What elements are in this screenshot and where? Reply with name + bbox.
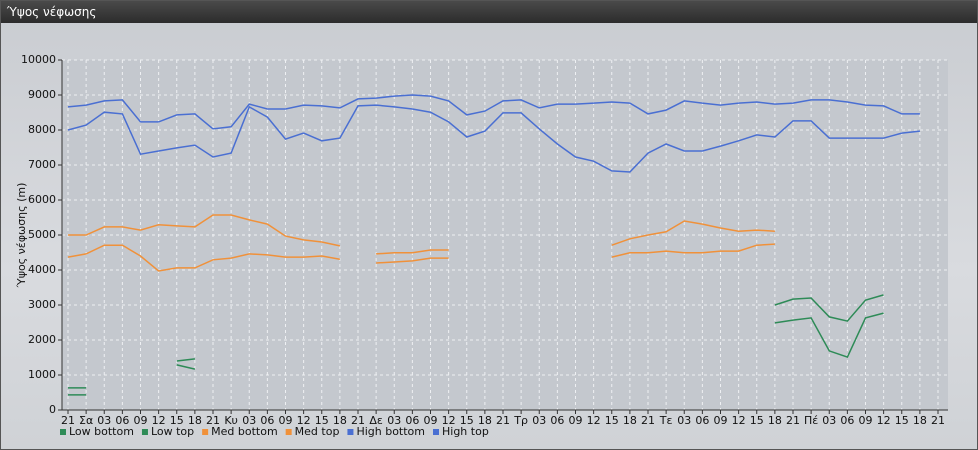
x-tick-label: 03 (822, 414, 836, 427)
x-tick-label: 06 (840, 414, 854, 427)
x-tick-label: 12 (587, 414, 601, 427)
legend-label: Low top (151, 425, 194, 438)
x-tick-label: 03 (97, 414, 111, 427)
y-tick-label: 5000 (28, 228, 56, 241)
x-tick-label: 06 (260, 414, 274, 427)
legend-label: High top (442, 425, 489, 438)
y-tick-label: 1000 (28, 368, 56, 381)
x-tick-label: 03 (532, 414, 546, 427)
x-tick-label: 15 (170, 414, 184, 427)
legend-label: Med top (295, 425, 340, 438)
x-tick-label: 12 (442, 414, 456, 427)
x-tick-label: Σα (79, 414, 93, 427)
y-tick-label: 2000 (28, 333, 56, 346)
x-tick-label: 18 (188, 414, 202, 427)
x-tick-label: Δε (369, 414, 383, 427)
legend-swatch (285, 429, 292, 435)
y-tick-label: 9000 (28, 88, 56, 101)
x-tick-label: 21 (206, 414, 220, 427)
x-tick-label: 09 (134, 414, 148, 427)
series-line (67, 243, 775, 272)
x-tick-label: 18 (623, 414, 637, 427)
x-tick-label: 21 (351, 414, 365, 427)
y-tick-label: 4000 (28, 263, 56, 276)
panel-title: Ύψος νέφωσης (1, 1, 977, 23)
series-line (67, 104, 920, 173)
y-axis-title: Ύψος νέφωσης (m) (15, 183, 28, 289)
legend-swatch (60, 429, 66, 435)
x-tick-label: 18 (768, 414, 782, 427)
series-line (68, 312, 884, 396)
x-tick-label: 12 (152, 414, 166, 427)
series-line (67, 94, 920, 130)
x-tick-label: 12 (877, 414, 891, 427)
x-tick-label: 21 (641, 414, 655, 427)
y-tick-label: 3000 (28, 298, 56, 311)
x-tick-label: Κυ (224, 414, 238, 427)
legend-swatch (347, 429, 354, 435)
x-tick-label: 18 (333, 414, 347, 427)
x-tick-label: 09 (859, 414, 873, 427)
x-tick-label: 06 (695, 414, 709, 427)
y-tick-label: 10000 (21, 53, 56, 66)
x-tick-label: 21 (61, 414, 75, 427)
x-tick-label: 15 (315, 414, 329, 427)
y-tick-label: 0 (49, 403, 56, 416)
x-tick-label: 03 (387, 414, 401, 427)
x-tick-label: Τε (659, 414, 673, 427)
x-tick-label: Πέ (804, 414, 818, 427)
x-tick-label: Τρ (513, 414, 528, 427)
x-tick-label: 18 (478, 414, 492, 427)
x-tick-label: 21 (496, 414, 510, 427)
series-line (68, 214, 775, 255)
x-tick-label: 15 (460, 414, 474, 427)
legend-swatch (433, 429, 439, 435)
x-tick-label: 21 (931, 414, 945, 427)
series-line (68, 294, 884, 389)
x-tick-label: 18 (913, 414, 927, 427)
legend-label: Low bottom (69, 425, 134, 438)
legend-swatch (202, 429, 209, 435)
y-tick-label: 6000 (28, 193, 56, 206)
x-tick-label: 09 (569, 414, 583, 427)
legend-label: High bottom (356, 425, 425, 438)
legend-label: Med bottom (211, 425, 278, 438)
x-tick-label: 15 (750, 414, 764, 427)
x-tick-label: 09 (279, 414, 293, 427)
x-tick-label: 12 (732, 414, 746, 427)
x-tick-label: 12 (297, 414, 311, 427)
x-tick-label: 21 (786, 414, 800, 427)
x-tick-label: 09 (714, 414, 728, 427)
legend-swatch (141, 429, 148, 435)
x-tick-label: 06 (405, 414, 419, 427)
x-tick-label: 06 (115, 414, 129, 427)
x-tick-label: 03 (242, 414, 256, 427)
y-tick-label: 8000 (28, 123, 56, 136)
y-tick-label: 7000 (28, 158, 56, 171)
chart: Ύψος νέφωσης (m) 0 1000 2000 3000 4000 5000 60… (15, 53, 948, 438)
x-tick-label: 09 (424, 414, 438, 427)
x-tick-label: 03 (677, 414, 691, 427)
x-tick-label: 06 (550, 414, 564, 427)
x-tick-label: 15 (895, 414, 909, 427)
x-tick-label: 15 (605, 414, 619, 427)
